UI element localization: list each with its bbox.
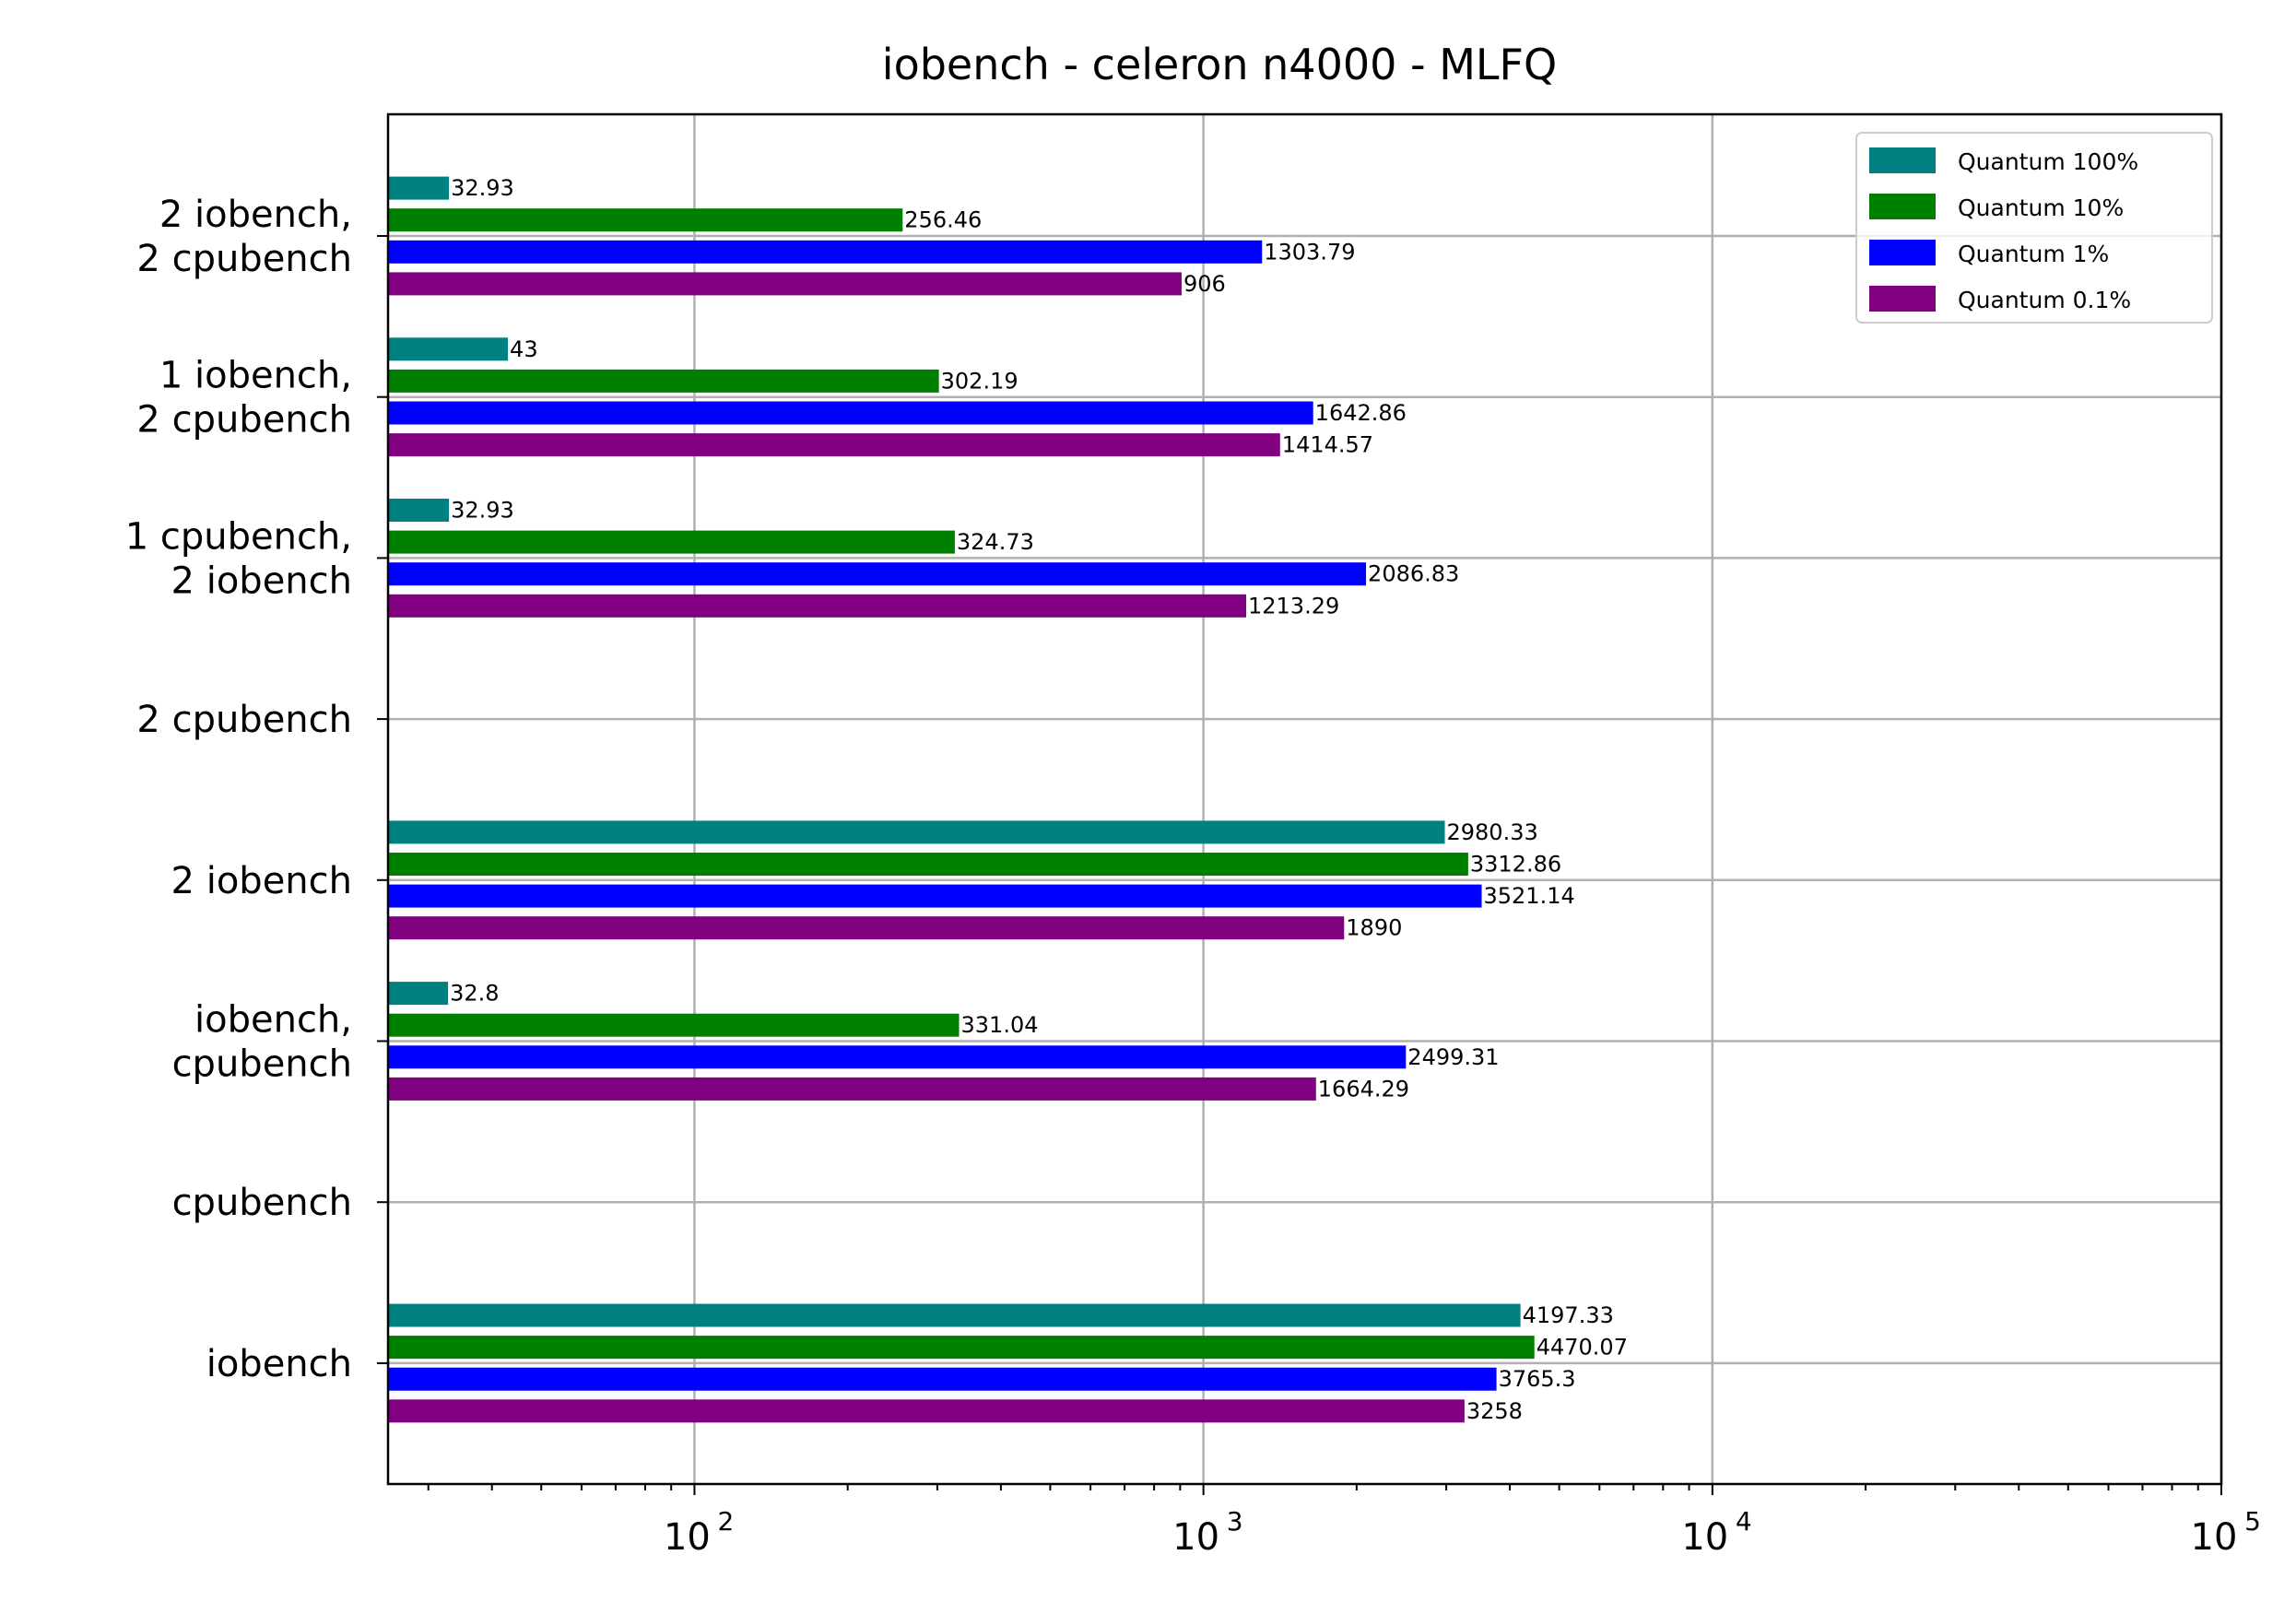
bar [388,240,1263,264]
bar [388,594,1246,618]
bar-data-label: 32.8 [450,981,499,1007]
bar [388,1077,1316,1101]
legend-swatch [1869,286,1936,312]
bar-data-label: 2980.33 [1447,819,1538,845]
bar-data-label: 3765.3 [1499,1366,1576,1392]
x-tick-label: 10 [1681,1516,1728,1559]
bar-data-label: 3258 [1466,1398,1523,1424]
plot-frame [386,112,2223,1486]
bar [388,1045,1407,1069]
y-tick-label: 1 cpubench, [125,515,352,558]
legend-label: Quantum 1% [1958,241,2109,267]
bar [388,499,450,522]
bar-data-label: 1303.79 [1264,239,1355,265]
bar [388,1336,1535,1360]
bar [388,1013,960,1037]
y-tick-label: 2 cpubench [136,399,352,442]
bar-layer [388,176,1535,1423]
y-tick-label: cpubench [172,1182,352,1224]
bar [388,369,939,393]
bar-data-label: 1213.29 [1248,593,1339,618]
y-tick-label: iobench, [194,999,352,1042]
bar-data-label: 2499.31 [1407,1044,1499,1070]
y-tick-label: 2 cpubench [136,699,352,741]
bar-data-label: 43 [510,336,538,362]
legend-label: Quantum 10% [1958,194,2124,221]
legend: Quantum 100% Quantum 10% Quantum 1% Quantum… [1855,132,2213,324]
bar-data-label: 302.19 [941,368,1018,394]
bar-data-label: 4470.07 [1537,1335,1628,1361]
bar [388,1367,1497,1391]
bar-data-label: 1890 [1346,915,1402,941]
x-tick-label: 10 [1172,1516,1219,1559]
y-tick-label: 2 iobench, [159,194,352,236]
legend-label: Quantum 0.1% [1958,287,2131,313]
bar [388,208,903,232]
bar-data-label: 2086.83 [1368,561,1459,587]
bar [388,982,449,1006]
legend-label: Quantum 100% [1958,148,2138,175]
y-tick-label: 1 iobench, [159,355,352,397]
bar [388,1399,1465,1423]
y-tick-label: cpubench [172,1043,352,1086]
bar [388,176,450,200]
bar [388,337,509,361]
bar [388,562,1367,586]
bar-data-label: 1642.86 [1315,400,1407,426]
bar [388,433,1280,457]
bar-data-label: 331.04 [961,1012,1039,1038]
bar [388,884,1482,908]
bar-data-label: 32.93 [451,175,514,201]
bar-data-label: 256.46 [904,207,982,233]
bar-data-label: 906 [1183,271,1226,297]
bar-data-label: 324.73 [957,529,1034,555]
bar [388,820,1445,844]
legend-swatch [1869,147,1936,173]
bar-data-label: 3312.86 [1470,852,1561,878]
y-tick-label: iobench [206,1343,352,1385]
bar-data-label: 1664.29 [1318,1076,1409,1101]
x-tick-exponent: 2 [718,1506,735,1537]
x-tick-label: 10 [2191,1516,2238,1559]
x-tick-label: 10 [664,1516,711,1559]
y-tick-label: 2 cpubench [136,238,352,280]
bar-data-label: 3521.14 [1484,883,1575,909]
bar [388,530,955,554]
legend-swatch [1869,194,1936,219]
x-tick-exponent: 4 [1736,1506,1752,1537]
bar [388,1303,1521,1327]
grid-layer [388,114,2223,1484]
chart-title: iobench - celeron n4000 - MLFQ [882,40,1557,89]
x-tick-exponent: 5 [2244,1506,2261,1537]
bar-data-label: 4197.33 [1523,1302,1614,1328]
legend-box [1855,132,2213,324]
bar [388,401,1313,425]
y-tick-label: 2 iobench [171,860,352,902]
data-label-layer: 32.93 43 32.93 2980.33 32.8 4197.33 256.46 302.… [450,175,1628,1424]
bar [388,272,1182,296]
bar-data-label: 1414.57 [1282,432,1373,458]
y-tick-label: 2 iobench [171,560,352,602]
x-tick-exponent: 3 [1227,1506,1243,1537]
legend-swatch [1869,240,1936,265]
bar [388,916,1345,940]
x-axis: 10 2 10 3 10 4 10 5 [427,1484,2261,1559]
bar-data-label: 32.93 [451,498,514,524]
bar [388,853,1468,876]
